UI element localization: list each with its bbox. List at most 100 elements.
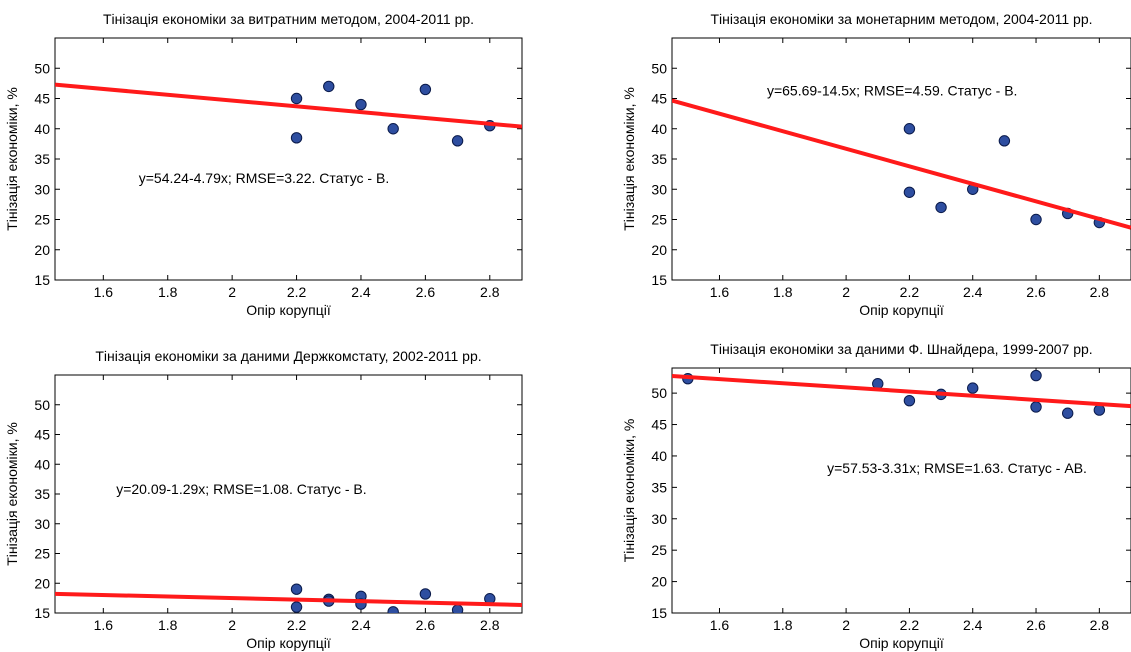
x-tick-label: 2.6 — [1026, 284, 1046, 300]
scatter-point — [387, 606, 399, 613]
x-tick-label: 2.2 — [900, 284, 920, 300]
scatter-point — [419, 588, 432, 600]
regression-annotation: y=20.09-1.29x; RMSE=1.08. Статус - В. — [116, 481, 366, 497]
chart-panel-3: Тінізація економіки за даними Держкомста… — [4, 348, 523, 651]
scatter-point — [290, 92, 303, 105]
y-tick-label: 30 — [651, 181, 667, 197]
y-tick-label: 50 — [34, 397, 50, 413]
scatter-point — [967, 382, 979, 394]
scatter-point — [903, 394, 916, 407]
x-tick-label: 1.8 — [773, 284, 793, 300]
x-tick-label: 2.2 — [287, 284, 307, 300]
x-tick-label: 2.4 — [963, 284, 983, 300]
y-tick-label: 40 — [651, 448, 667, 464]
y-tick-label: 45 — [651, 91, 667, 107]
y-tick-label: 50 — [34, 60, 50, 76]
y-tick-label: 50 — [651, 385, 667, 401]
y-tick-label: 20 — [34, 575, 50, 591]
y-tick-label: 30 — [651, 511, 667, 527]
scatter-point — [387, 123, 399, 135]
plot-frame — [54, 37, 523, 281]
regression-line — [672, 98, 1131, 230]
y-tick-label: 45 — [651, 417, 667, 433]
chart-title: Тінізація економіки за даними Держкомста… — [95, 348, 481, 364]
x-tick-label: 2 — [228, 617, 236, 633]
y-tick-label: 35 — [34, 151, 50, 167]
x-tick-label: 2.8 — [480, 284, 500, 300]
scatter-point — [1093, 404, 1106, 416]
x-tick-label: 2.8 — [1090, 617, 1110, 633]
chart-title: Тінізація економіки за даними Ф. Шнайдер… — [710, 341, 1092, 357]
y-tick-label: 35 — [651, 151, 667, 167]
scatter-point — [998, 135, 1011, 147]
x-tick-label: 1.6 — [94, 284, 114, 300]
plot-frame — [671, 37, 1131, 281]
scatter-points — [290, 80, 496, 147]
y-tick-label: 45 — [34, 427, 50, 443]
x-tick-label: 1.6 — [94, 617, 114, 633]
y-axis-label: Тінізація економіки, % — [4, 422, 20, 566]
y-tick-label: 30 — [34, 516, 50, 532]
chart-panel-2: Тінізація економіки за монетарним методо… — [621, 11, 1131, 318]
x-tick-label: 2.6 — [416, 617, 436, 633]
y-tick-label: 25 — [651, 542, 667, 558]
scatter-point — [451, 604, 464, 613]
y-tick-label: 35 — [34, 486, 50, 502]
y-tick-label: 15 — [34, 272, 50, 288]
y-tick-label: 20 — [651, 574, 667, 590]
scatter-point — [1030, 401, 1042, 413]
x-tick-label: 2.6 — [416, 284, 436, 300]
x-axis-label: Опір корупції — [246, 302, 331, 318]
y-tick-label: 45 — [34, 91, 50, 107]
x-tick-label: 2.8 — [480, 617, 500, 633]
regression-annotation: y=54.24-4.79x; RMSE=3.22. Статус - В. — [139, 170, 389, 186]
y-axis-label: Тінізація економіки, % — [4, 87, 20, 231]
scatter-point — [323, 80, 335, 93]
x-axis-label: Опір корупції — [859, 635, 944, 651]
x-tick-label: 2 — [228, 284, 236, 300]
scatter-point — [935, 201, 947, 214]
x-tick-label: 2.2 — [900, 617, 920, 633]
x-tick-label: 2.4 — [351, 617, 371, 633]
scatter-point — [355, 98, 367, 111]
scatter-point — [903, 123, 916, 135]
y-tick-label: 40 — [651, 121, 667, 137]
y-axis-label: Тінізація економіки, % — [621, 419, 637, 563]
x-axis-label: Опір корупції — [859, 302, 944, 318]
y-tick-label: 25 — [34, 546, 50, 562]
scatter-point — [290, 132, 303, 144]
y-tick-label: 15 — [651, 272, 667, 288]
y-tick-label: 20 — [34, 242, 50, 258]
regression-line — [55, 82, 522, 129]
x-tick-label: 2 — [842, 284, 850, 300]
y-tick-label: 25 — [34, 212, 50, 228]
scatter-point — [419, 83, 432, 96]
y-tick-label: 50 — [651, 60, 667, 76]
scatter-point — [290, 601, 303, 613]
x-tick-label: 1.6 — [710, 617, 730, 633]
scatter-point — [903, 186, 916, 198]
x-tick-label: 1.8 — [773, 617, 793, 633]
x-tick-label: 2.8 — [1090, 284, 1110, 300]
y-tick-label: 40 — [34, 456, 50, 472]
x-tick-label: 2.2 — [287, 617, 307, 633]
y-tick-label: 40 — [34, 121, 50, 137]
regression-annotation: y=57.53-3.31x; RMSE=1.63. Статус - АВ. — [827, 460, 1087, 476]
y-tick-label: 35 — [651, 479, 667, 495]
y-tick-label: 15 — [651, 605, 667, 621]
scatter-point — [290, 583, 303, 595]
x-tick-label: 2.6 — [1026, 617, 1046, 633]
x-tick-label: 1.6 — [710, 284, 730, 300]
y-tick-label: 30 — [34, 181, 50, 197]
chart-panel-1: Тінізація економіки за витратним методом… — [4, 11, 523, 318]
x-tick-label: 2.4 — [351, 284, 371, 300]
y-tick-label: 20 — [651, 242, 667, 258]
scatter-point — [1030, 213, 1042, 226]
plot-frame — [671, 367, 1131, 614]
regression-line — [55, 591, 522, 607]
scatter-point — [451, 135, 464, 147]
regression-line — [672, 373, 1131, 409]
chart-title: Тінізація економіки за монетарним методо… — [710, 11, 1092, 27]
scatter-point — [1061, 407, 1074, 419]
